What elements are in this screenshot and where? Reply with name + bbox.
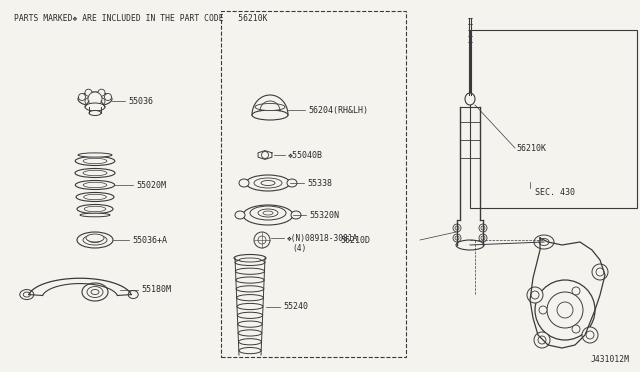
Text: 55338: 55338 [307,179,332,187]
Ellipse shape [80,213,110,217]
Circle shape [453,224,461,232]
Ellipse shape [236,277,264,283]
Circle shape [531,291,539,299]
Ellipse shape [243,205,293,225]
Ellipse shape [77,232,113,248]
Ellipse shape [465,93,475,105]
Ellipse shape [88,237,102,243]
Circle shape [481,226,485,230]
Circle shape [582,327,598,343]
Ellipse shape [91,289,99,295]
Ellipse shape [456,240,484,250]
Ellipse shape [258,209,278,217]
Circle shape [104,93,111,100]
Circle shape [572,287,580,295]
Text: 55320N: 55320N [309,211,339,219]
Text: (4): (4) [292,244,307,253]
Ellipse shape [85,103,105,111]
Circle shape [455,226,459,230]
Circle shape [547,292,583,328]
Circle shape [596,268,604,276]
Ellipse shape [239,258,261,262]
Circle shape [592,264,608,280]
Text: 55020M: 55020M [136,180,166,189]
Ellipse shape [246,175,290,191]
Ellipse shape [287,179,297,187]
Ellipse shape [252,110,288,120]
Circle shape [535,280,595,340]
Ellipse shape [87,286,103,298]
Text: 55240: 55240 [283,302,308,311]
Circle shape [539,306,547,314]
Ellipse shape [237,304,263,310]
Circle shape [85,89,92,96]
Text: ❖55040B: ❖55040B [288,151,323,160]
Circle shape [534,332,550,348]
Ellipse shape [239,179,249,187]
Ellipse shape [86,234,104,242]
Ellipse shape [237,312,262,318]
Circle shape [538,336,546,344]
Ellipse shape [82,283,108,301]
Circle shape [258,236,266,244]
Circle shape [254,232,270,248]
Ellipse shape [83,235,107,245]
Ellipse shape [89,110,101,115]
Ellipse shape [236,268,264,274]
Ellipse shape [239,347,261,354]
Ellipse shape [235,259,265,266]
Ellipse shape [237,295,264,301]
Ellipse shape [263,211,273,215]
Ellipse shape [78,92,112,106]
Circle shape [557,302,573,318]
Text: 55036+A: 55036+A [132,235,167,244]
Ellipse shape [255,103,285,110]
Text: ❖(N)08918-3081A: ❖(N)08918-3081A [287,234,358,243]
Circle shape [98,98,105,105]
Text: 56210K: 56210K [516,144,546,153]
Ellipse shape [238,330,262,336]
Text: 55036: 55036 [128,96,153,106]
Text: 56210D: 56210D [340,235,370,244]
Text: J431012M: J431012M [591,355,630,364]
Bar [470,30,637,208]
Ellipse shape [250,206,286,220]
Circle shape [455,236,459,240]
Ellipse shape [128,291,138,299]
Ellipse shape [239,339,261,345]
Text: PARTS MARKED❖ ARE INCLUDED IN THE PART CODE   56210K: PARTS MARKED❖ ARE INCLUDED IN THE PART C… [14,13,268,22]
Text: 56204(RH&LH): 56204(RH&LH) [308,106,368,115]
Circle shape [586,331,594,339]
Ellipse shape [78,153,112,157]
Circle shape [479,234,487,242]
Ellipse shape [291,211,301,219]
Ellipse shape [261,180,275,186]
Circle shape [479,224,487,232]
Circle shape [88,92,102,106]
Circle shape [481,236,485,240]
Ellipse shape [20,289,34,299]
Ellipse shape [534,235,554,249]
Ellipse shape [238,321,262,327]
Ellipse shape [23,292,30,297]
Circle shape [98,89,105,96]
Text: 55180M: 55180M [141,285,171,295]
Circle shape [453,234,461,242]
Circle shape [572,325,580,333]
Bar [221,11,406,357]
Text: SEC. 430: SEC. 430 [535,187,575,196]
Ellipse shape [234,254,266,262]
Circle shape [527,287,543,303]
Ellipse shape [235,211,245,219]
Ellipse shape [254,178,282,188]
Ellipse shape [236,286,264,292]
Circle shape [85,98,92,105]
Ellipse shape [539,238,549,246]
Circle shape [79,93,86,100]
Circle shape [262,151,269,158]
